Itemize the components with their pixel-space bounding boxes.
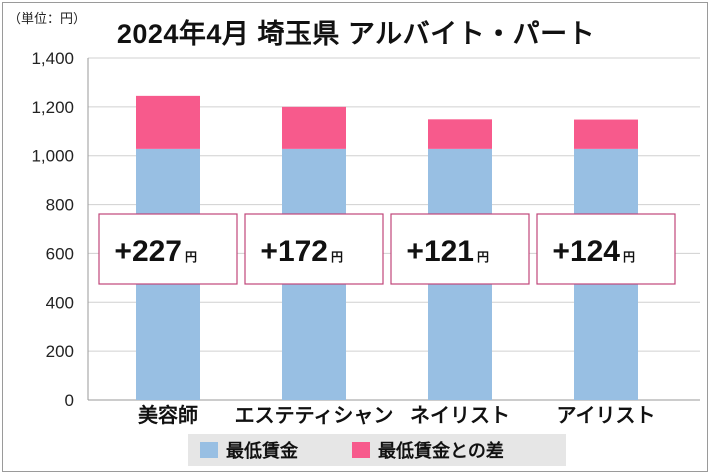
legend-label: 最低賃金 xyxy=(226,440,299,462)
y-tick-label: 1,000 xyxy=(31,147,74,166)
y-tick-label: 800 xyxy=(46,196,74,215)
difference-value: +172 xyxy=(260,235,328,268)
x-category-label: エステティシャン xyxy=(235,403,394,427)
x-category-label: 美容師 xyxy=(138,403,198,427)
chart-title: 2024年4月 埼玉県 アルバイト・パート xyxy=(116,19,596,49)
difference-value: +227 xyxy=(114,235,182,268)
x-category-label: ネイリスト xyxy=(410,403,510,427)
bar-difference xyxy=(282,106,346,149)
y-tick-label: 1,400 xyxy=(31,49,74,68)
unit-label: （単位：円） xyxy=(8,11,87,26)
difference-box xyxy=(244,213,384,285)
difference-box xyxy=(98,213,238,285)
y-tick-label: 600 xyxy=(46,244,74,263)
bar-difference xyxy=(574,119,638,149)
y-tick-label: 0 xyxy=(65,391,74,410)
y-tick-label: 1,200 xyxy=(31,98,74,117)
y-tick-label: 200 xyxy=(46,342,74,361)
difference-unit: 円 xyxy=(185,250,197,264)
x-category-label: アイリスト xyxy=(557,403,656,427)
y-tick-label: 400 xyxy=(46,293,74,312)
bar-difference xyxy=(428,119,492,149)
difference-unit: 円 xyxy=(477,250,489,264)
chart-frame xyxy=(2,2,708,472)
difference-box xyxy=(536,213,676,285)
difference-unit: 円 xyxy=(331,250,343,264)
legend-label: 最低賃金との差 xyxy=(378,440,504,462)
legend-swatch xyxy=(200,442,218,458)
bar-difference xyxy=(136,95,200,149)
legend-swatch xyxy=(352,442,370,458)
difference-value: +121 xyxy=(406,235,474,268)
difference-box xyxy=(390,213,530,285)
difference-value: +124 xyxy=(552,235,620,268)
legend-background xyxy=(188,434,566,466)
difference-unit: 円 xyxy=(623,250,635,264)
